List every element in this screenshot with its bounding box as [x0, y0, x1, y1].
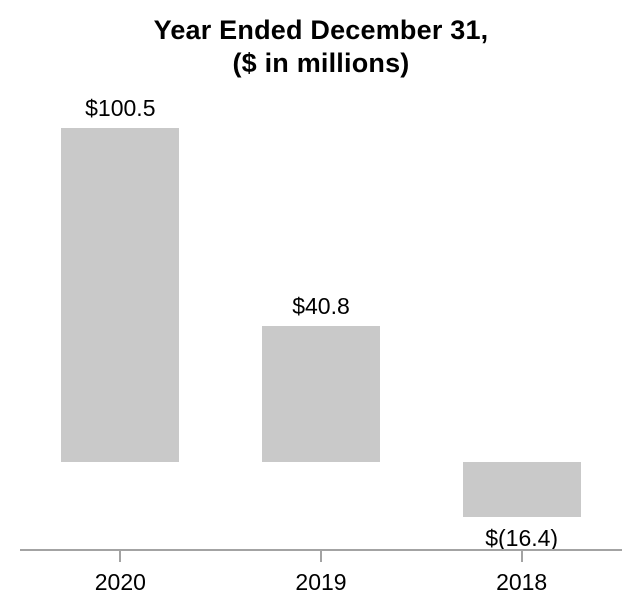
chart-title-line2: ($ in millions) [232, 48, 410, 78]
chart-title-line1: Year Ended December 31, [153, 15, 489, 45]
chart-title: Year Ended December 31, ($ in millions) [20, 14, 622, 80]
value-label-2020: $100.5 [85, 95, 156, 121]
x-axis-tick-2019 [320, 551, 322, 562]
x-axis-label-2020: 2020 [94, 569, 146, 595]
bar-2018 [462, 462, 581, 517]
x-axis-label-2019: 2019 [295, 569, 347, 595]
value-label-2018: $(16.4) [485, 524, 559, 551]
bar-2019 [262, 326, 380, 462]
x-axis-tick-2018 [520, 551, 523, 562]
value-label-2019: $40.8 [292, 293, 350, 320]
x-axis-line [20, 549, 622, 551]
x-axis-label-2018: 2018 [496, 569, 548, 595]
bar-2020 [61, 128, 180, 462]
x-axis-tick-2020 [119, 551, 122, 562]
